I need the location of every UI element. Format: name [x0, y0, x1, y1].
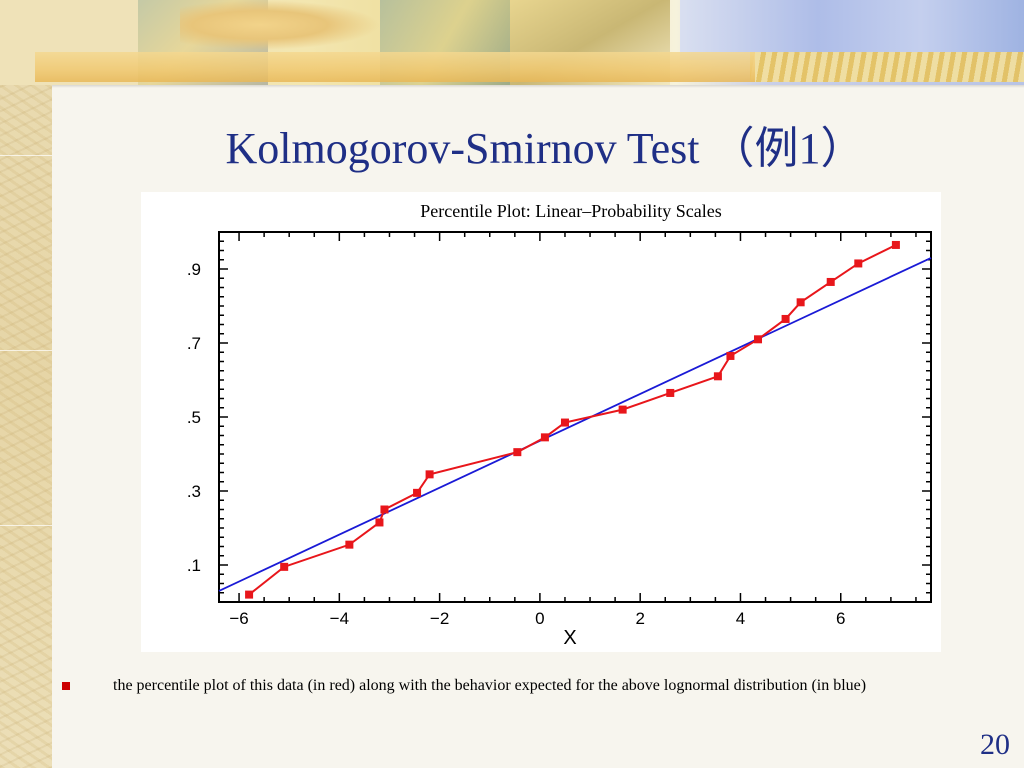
axis-ticks: −6 −4 −2 0 2 4 6 .1 .3 .5 .7 .9 — [187, 232, 931, 628]
data-point — [380, 505, 389, 514]
data-point — [781, 314, 790, 323]
y-tick-label: .5 — [187, 408, 201, 427]
data-point — [560, 418, 569, 427]
data-point — [513, 448, 522, 457]
strip-divider — [0, 525, 52, 526]
wheat-tile — [750, 52, 1024, 82]
data-point — [726, 351, 735, 360]
data-point — [375, 518, 384, 527]
data-point — [754, 335, 763, 344]
x-tick-label: −2 — [430, 609, 449, 628]
data-point — [280, 562, 289, 571]
bullet-text: the percentile plot of this data (in red… — [113, 677, 867, 694]
data-point — [618, 405, 627, 414]
data-point — [854, 259, 863, 268]
y-tick-label: .7 — [187, 334, 201, 353]
data-point — [345, 540, 354, 549]
data-point — [425, 470, 434, 479]
data-point — [413, 488, 422, 497]
data-point — [826, 277, 835, 286]
decorative-banner — [0, 0, 1024, 85]
x-axis-label: X — [563, 627, 576, 649]
data-point — [713, 372, 722, 381]
y-tick-label: .1 — [187, 556, 201, 575]
data-point — [245, 590, 254, 599]
data-point — [540, 433, 549, 442]
x-tick-label: 0 — [535, 609, 544, 628]
left-decorative-strip — [0, 0, 52, 768]
x-tick-label: −4 — [330, 609, 349, 628]
data-point — [891, 240, 900, 249]
bullet-marker — [62, 682, 70, 690]
strip-divider — [0, 350, 52, 351]
y-tick-label: .3 — [187, 482, 201, 501]
leaf-tile — [180, 0, 380, 50]
x-tick-label: −6 — [229, 609, 248, 628]
percentile-plot: Percentile Plot: Linear–Probability Scal… — [187, 201, 932, 649]
x-tick-label: 6 — [836, 609, 845, 628]
x-tick-label: 4 — [736, 609, 745, 628]
x-tick-label: 2 — [635, 609, 644, 628]
data-point — [666, 388, 675, 397]
strip-divider — [0, 155, 52, 156]
gold-bar — [35, 52, 755, 82]
slide-number: 20 — [980, 728, 1010, 761]
banner-shadow — [52, 85, 1024, 88]
chart-title: Percentile Plot: Linear–Probability Scal… — [420, 201, 721, 221]
series-layer — [218, 240, 932, 599]
slide-title: Kolmogorov-Smirnov Test （例1） — [225, 124, 865, 173]
data-point — [796, 298, 805, 307]
fit-line — [218, 257, 932, 592]
y-tick-label: .9 — [187, 260, 201, 279]
sky-tile — [680, 0, 1024, 60]
